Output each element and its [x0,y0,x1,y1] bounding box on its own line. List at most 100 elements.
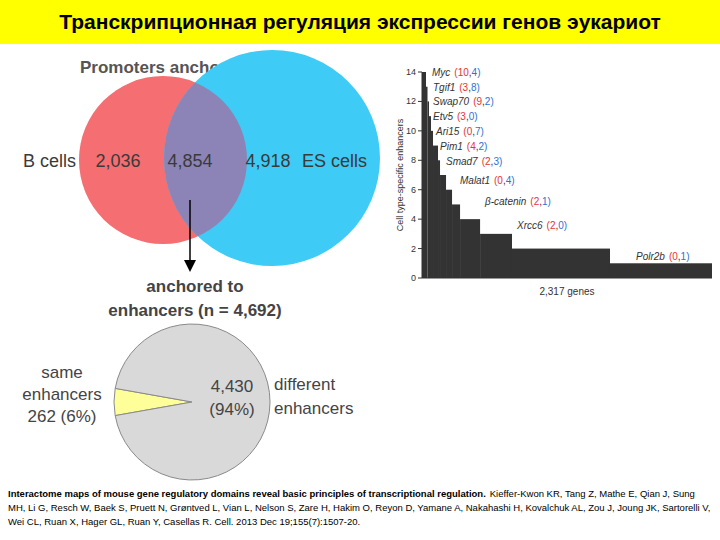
pie-title: enhancers (n = 4,692) [108,301,281,320]
gene-label: Ari15 [435,126,460,137]
y-tick-label: 12 [406,96,416,106]
gene-annotation: Etv5 (3,0) [433,111,478,122]
note-part: 1) [681,251,690,262]
bar [428,101,430,278]
gene-note: (0,7) [463,126,484,137]
bar [452,204,460,278]
gene-label: β-catenin [484,196,527,207]
bar [422,72,426,278]
y-tick [418,219,422,220]
y-tick-label: 4 [411,214,416,224]
venn-overlap [79,76,247,244]
y-tick [418,248,422,249]
set-label: B cells [23,151,76,171]
pie-chart: anchored to enhancers (n = 4,692) same enha… [22,277,353,480]
category-label: same [41,363,83,382]
gene-label: Smad7 [446,156,478,167]
note-part: 4) [472,67,481,78]
bar [426,87,428,278]
gene-label: Tgif1 [433,82,455,93]
note-part: 2) [478,141,487,152]
y-tick-label: 14 [406,67,416,77]
y-tick-label: 8 [411,155,416,165]
note-part: 4) [506,175,515,186]
note-part: 2) [485,96,494,107]
gene-annotation: Polr2b (0,1) [636,251,690,262]
pie-title: anchored to [146,277,243,296]
gene-annotation: Smad7 (2,3) [446,156,502,167]
gene-annotation: Pim1(4,2) [440,141,487,152]
bar [429,116,431,278]
category-label: enhancers [22,385,101,404]
venn-chart: Promoters anchored in:B cells2,0364,8544… [23,50,380,272]
note-part: (10 [454,67,469,78]
bars [422,72,712,278]
data-label: 262 (6%) [28,407,97,426]
bar [460,219,480,278]
gene-annotation: Swap70(9,2) [433,96,494,107]
y-tick [418,160,422,161]
y-tick [418,278,422,279]
bar [440,175,446,278]
y-tick-label: 0 [411,273,416,283]
x-axis [422,278,712,279]
note-part: 8) [471,82,480,93]
citation: Interactome maps of mouse gene regulator… [8,487,712,529]
category-label: enhancers [274,399,353,418]
slide-title: Транскрипционная регуляция экспрессии ге… [0,0,720,44]
gene-label: Swap70 [433,96,470,107]
arrow-shaft [189,200,191,262]
y-tick [418,101,422,102]
gene-note: (9,2) [473,96,494,107]
y-tick [418,72,422,73]
gene-note: (0,4) [494,175,515,186]
slide-canvas: Promoters anchored in:B cells2,0364,8544… [0,0,720,540]
data-label: (94%) [209,400,254,419]
data-label: 4,854 [167,151,212,171]
citation-title: Interactome maps of mouse gene regulator… [8,488,486,499]
histogram-chart: 0 2 4 6 8 10 12 14 Cell type-specific enhancers 2… [395,67,712,297]
gene-annotation: Myc (10,4) [432,67,480,78]
gene-label: Myc [432,67,450,78]
y-tick [418,130,422,131]
note-part: 0) [469,111,478,122]
gene-note: (2,1) [530,196,551,207]
gene-annotation: Xrcc6 (2,0) [516,220,567,231]
set-label: ES cells [302,151,367,171]
bar [610,263,712,278]
y-axis-label: Cell type-specific enhancers [395,118,405,231]
gene-note: (10,4) [454,67,480,78]
y-tick-label: 6 [411,185,416,195]
gene-label: Polr2b [636,251,665,262]
x-axis-label: 2,317 genes [539,286,594,297]
note-part: 7) [475,126,484,137]
gene-annotation: Ari15(0,7) [435,126,484,137]
gene-note: (2,3) [482,156,503,167]
data-label: 4,918 [245,151,290,171]
bar [431,131,433,278]
y-tick-label: 2 [411,244,416,254]
bar [433,146,438,278]
bar [438,160,440,278]
gene-note: (0,1) [669,251,690,262]
venn-set-a [79,76,247,244]
gene-label: Pim1 [440,141,463,152]
gene-note: (3,8) [459,82,480,93]
y-tick-label: 10 [406,126,416,136]
note-part: 3) [493,156,502,167]
gene-annotation: Tgif1 (3,8) [433,82,480,93]
note-part: 1) [542,196,551,207]
gene-note: (2,0) [547,220,568,231]
pie-slice [115,324,270,480]
bar [512,249,610,278]
gene-label: Etv5 [433,111,453,122]
category-label: different [274,375,335,394]
data-label: 4,430 [211,377,254,396]
bar [446,190,452,278]
gene-annotation: Malat1(0,4) [460,175,515,186]
note-part: 0) [558,220,567,231]
gene-note: (3,0) [457,111,478,122]
gene-annotation: β-catenin(2,1) [484,196,551,207]
gene-label: Xrcc6 [516,220,543,231]
data-label: 2,036 [95,151,140,171]
